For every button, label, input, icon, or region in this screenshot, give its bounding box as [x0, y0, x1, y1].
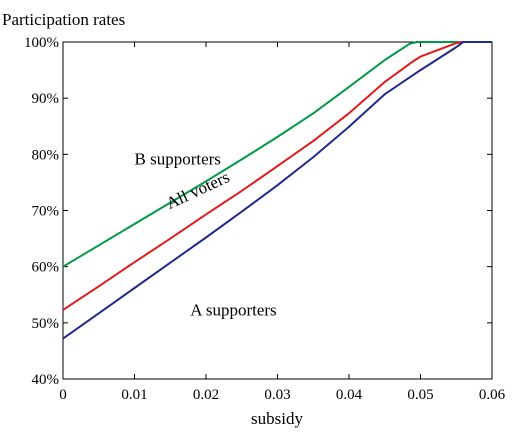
annotation-all-voters: All voters — [163, 167, 232, 213]
x-tick-label: 0.05 — [407, 387, 433, 403]
series-line-b-supporters — [62, 41, 492, 268]
plot-area: 0 0.01 0.02 0.03 0.04 0.05 0.06 40% 50% 60% 70% 80%… — [24, 35, 506, 403]
annotation-b-supporters: B supporters — [135, 149, 221, 168]
x-tick-label: 0.04 — [336, 387, 363, 403]
series-line-a-supporters — [62, 41, 492, 340]
x-tick-label: 0.02 — [193, 387, 219, 403]
series-line-all-voters — [62, 41, 492, 311]
x-tick-label: 0.06 — [479, 387, 506, 403]
y-tick-label: 80% — [32, 147, 60, 163]
x-axis-label: subsidy — [251, 409, 303, 428]
y-tick-label: 100% — [24, 35, 59, 51]
y-tick-label: 50% — [32, 316, 60, 332]
y-tick-label: 70% — [32, 204, 60, 220]
chart-title: Participation rates — [2, 10, 125, 29]
x-tick-label: 0.03 — [264, 387, 290, 403]
annotation-a-supporters: A supporters — [190, 301, 276, 320]
y-tick-label: 60% — [32, 260, 60, 276]
x-tick-label: 0 — [59, 387, 67, 403]
x-tick-label: 0.01 — [121, 387, 147, 403]
plot-frame — [62, 41, 493, 380]
y-tick-label: 40% — [32, 372, 60, 388]
y-tick-label: 90% — [32, 91, 60, 107]
